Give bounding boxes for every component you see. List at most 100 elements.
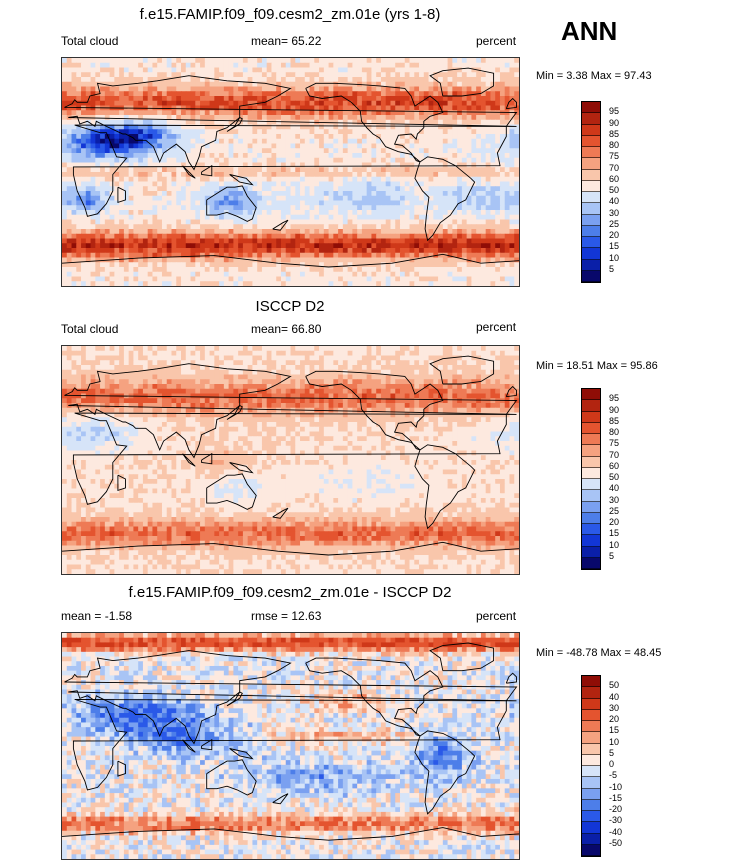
- map-field-cell: [228, 360, 234, 366]
- map-field-cell: [152, 96, 158, 102]
- map-field-cell: [433, 355, 439, 361]
- map-field-cell: [252, 248, 258, 254]
- map-field-cell: [62, 360, 68, 366]
- map-field-cell: [338, 257, 344, 263]
- map-field-cell: [200, 224, 206, 230]
- map-field-cell: [376, 195, 382, 202]
- map-field-cell: [509, 167, 515, 173]
- map-field-cell: [352, 210, 358, 216]
- map-field-cell: [142, 58, 149, 64]
- map-field-cell: [323, 229, 330, 235]
- map-field-cell: [309, 271, 315, 278]
- map-field-cell: [219, 195, 225, 202]
- map-field-cell: [261, 67, 268, 73]
- map-field-cell: [361, 229, 368, 235]
- colorbar-swatch: [582, 147, 600, 159]
- map-field-cell: [428, 134, 434, 140]
- map-field-cell: [395, 252, 401, 259]
- map-field-cell: [490, 110, 496, 116]
- map-field-cell: [81, 181, 87, 187]
- map-field-cell: [447, 191, 453, 197]
- map-field-cell: [76, 134, 82, 140]
- map-field-cell: [100, 195, 106, 202]
- map-field-cell: [309, 134, 315, 140]
- map-field-cell: [95, 257, 101, 263]
- map-field-cell: [319, 72, 325, 78]
- map-field-cell: [333, 252, 339, 259]
- map-field-cell: [471, 346, 477, 352]
- map-field-cell: [352, 271, 358, 278]
- map-field-cell: [242, 205, 249, 211]
- map-field-cell: [66, 271, 73, 278]
- map-field-cell: [485, 219, 492, 225]
- map-field-cell: [376, 124, 382, 130]
- map-field-cell: [447, 350, 453, 357]
- map-field-cell: [219, 257, 225, 263]
- map-field-cell: [185, 86, 192, 92]
- map-field-cell: [409, 229, 415, 235]
- map-field-cell: [238, 355, 244, 361]
- map-field-cell: [195, 276, 201, 282]
- map-field-cell: [347, 115, 353, 121]
- map-field-cell: [304, 200, 311, 206]
- map-field-cell: [271, 91, 277, 97]
- map-field-cell: [295, 181, 301, 187]
- map-field-cell: [352, 229, 358, 235]
- map-field-cell: [314, 281, 320, 286]
- map-field-cell: [181, 176, 187, 183]
- map-field-cell: [347, 62, 353, 69]
- map-field-cell: [471, 214, 477, 221]
- map-field-cell: [152, 238, 158, 244]
- map-field-cell: [376, 77, 382, 83]
- map-field-cell: [399, 181, 406, 187]
- map-field-cell: [271, 172, 277, 178]
- map-field-cell: [233, 195, 239, 202]
- map-field-cell: [485, 252, 492, 259]
- map-field-cell: [166, 176, 173, 183]
- map-field-cell: [233, 262, 239, 268]
- map-field-cell: [357, 91, 363, 97]
- map-field-cell: [257, 176, 263, 183]
- map-field-cell: [261, 271, 268, 278]
- map-field-cell: [142, 77, 149, 83]
- map-field-cell: [509, 238, 515, 244]
- map-field-cell: [223, 238, 230, 244]
- map-field-cell: [257, 77, 263, 83]
- map-field-cell: [271, 81, 277, 88]
- map-field-cell: [409, 346, 415, 352]
- map-field-cell: [457, 58, 463, 64]
- map-field-cell: [185, 167, 192, 173]
- map-field-cell: [214, 205, 220, 211]
- map-field-cell: [300, 105, 306, 111]
- map-field-cell: [428, 224, 434, 230]
- map-field-cell: [176, 224, 182, 230]
- map-field-cell: [495, 276, 501, 282]
- map-field-cell: [90, 81, 96, 88]
- coastline: [206, 185, 257, 222]
- map-field-cell: [152, 67, 158, 73]
- map-field-cell: [466, 205, 472, 211]
- season-label: ANN: [561, 16, 618, 46]
- map-field-cell: [419, 176, 425, 183]
- map-field-cell: [414, 238, 420, 244]
- map-field-cell: [395, 153, 401, 159]
- map-field-cell: [171, 119, 177, 126]
- map-field-cell: [109, 262, 115, 268]
- map-field-cell: [233, 81, 239, 88]
- map-field-cell: [85, 72, 92, 78]
- map-field-cell: [104, 181, 111, 187]
- map-field-cell: [147, 100, 154, 107]
- map-field-cell: [266, 346, 273, 352]
- map-field-cell: [228, 271, 234, 278]
- map-field-cell: [166, 229, 173, 235]
- map-field-cell: [376, 134, 382, 140]
- map-field-cell: [409, 157, 415, 164]
- map-field-cell: [390, 115, 396, 121]
- map-field-cell: [152, 243, 158, 249]
- map-field-cell: [233, 143, 239, 149]
- map-field-cell: [114, 360, 120, 366]
- map-field-cell: [123, 181, 130, 187]
- map-field-cell: [376, 262, 382, 268]
- map-field-cell: [166, 360, 173, 366]
- map-field-cell: [100, 129, 106, 135]
